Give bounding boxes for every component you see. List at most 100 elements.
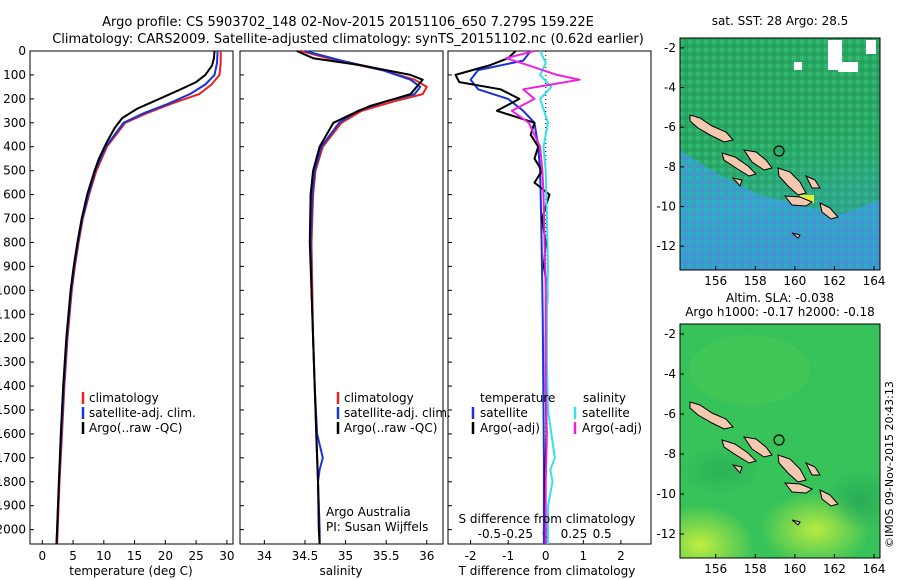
y-tick-label: 0 [18,44,26,58]
x-tick-label: 10 [96,549,111,563]
y-tick-label: 1900 [0,499,26,513]
y-tick-label: 2000 [0,523,26,537]
legend-label-s-satellite: satellite [582,406,630,420]
map-y-tick-label: -12 [656,527,676,541]
temperature-legend: climatology satellite-adj. clim. Argo(..… [81,391,196,435]
sla-map-title: Altim. SLA: -0.038 [726,291,834,305]
map-y-tick-label: -4 [664,367,676,381]
panel-1-series [296,50,428,545]
x-tick-label: 20 [158,549,173,563]
y-tick-label: 900 [3,259,26,273]
panel-0-series [55,50,222,545]
x-tick-label: 34.5 [292,549,319,563]
series-line-temperature-satellite [469,50,545,544]
legend-label-satellite: satellite-adj. clim. [89,406,196,420]
x2-tick-label: 0.25 [561,527,588,541]
series-line-argo-raw-qc- [55,50,216,545]
map-x-tick-label: 158 [744,562,767,576]
salinity-panel-frame [239,50,444,545]
y-tick-label: 700 [3,212,26,226]
x-tick-label: 35.5 [373,549,400,563]
panel-1-axes: 34 34.5 35 35.5 36 [240,50,434,563]
series-line-satellite-adj-clim- [304,50,422,544]
legend-label-t-satellite: satellite [480,406,528,420]
argo-location-marker-sla [773,434,785,446]
sst-warm-spot [800,195,814,203]
solomon-islands-sst [689,114,839,239]
salinity-xlabel: salinity [319,564,362,578]
argo-location-marker-sst [773,145,785,157]
map-y-tick-label: -8 [664,160,676,174]
series-layer [55,50,581,545]
series-line-argo-raw-qc- [296,50,424,545]
y-tick-label: 1200 [0,331,26,345]
org-label: Argo Australia [326,505,411,519]
y-tick-label: 1100 [0,307,26,321]
x-tick-label: 35 [338,549,353,563]
map-y-tick-label: -10 [656,200,676,214]
x-tick-label: 25 [188,549,203,563]
difference-legend: temperature salinity satellite Argo(-adj… [471,391,642,435]
legend-title-temperature: temperature [480,391,555,405]
figure-title-line1: Argo profile: CS 5903702_148 02-Nov-2015… [102,15,594,30]
y-tick-label: 500 [3,164,26,178]
map-x-tick-label: 160 [783,274,806,288]
x-tick-label: 1 [580,549,588,563]
x-tick-label: 30 [219,549,234,563]
credit-text: ©IMOS 09-Nov-2015 20:43:13 [883,381,896,548]
y-tick-label: 300 [3,116,26,130]
y-tick-label: 1000 [0,283,26,297]
y-tick-label: 200 [3,92,26,106]
map-x-tick-label: 162 [823,274,846,288]
map-y-tick-label: -8 [664,447,676,461]
map-y-tick-label: -2 [664,41,676,55]
map-x-tick-label: 156 [704,562,727,576]
map-y-tick-label: -12 [656,239,676,253]
s-difference-xlabel: S difference from climatology [459,512,636,526]
y-tick-label: 1500 [0,403,26,417]
y-tick-label: 800 [3,235,26,249]
figure-title-line2: Climatology: CARS2009. Satellite-adjuste… [52,32,644,47]
legend-label-argo: Argo(..raw -QC) [89,421,182,435]
y-tick-label: 600 [3,188,26,202]
map-y-tick-label: -2 [664,327,676,341]
temperature-xlabel: temperature (deg C) [69,564,192,578]
map-axes-layer: 156 158 160 162 164 -2 -4 -6 -8 -10 -12 156 158 160 16… [656,41,885,576]
map-y-tick-label: -6 [664,120,676,134]
legend-label-s-argo: Argo(-adj) [582,421,642,435]
sla-map-subtitle: Argo h1000: -0.17 h2000: -0.18 [685,305,875,319]
salinity-legend: climatology satellite-adj. clim. Argo(..… [326,391,451,534]
series-line-climatology [56,51,222,545]
sst-map: sat. SST: 28 Argo: 28.5 [679,14,881,271]
axes-layer: 0 5 10 15 20 25 300100200300400500600700800900… [0,44,625,563]
map-x-tick-label: 158 [744,274,767,288]
x-tick-label: 0 [38,549,46,563]
x2-tick-label: -0.5 [478,527,501,541]
map-x-tick-label: 164 [863,562,886,576]
legend-title-salinity: salinity [583,391,626,405]
solomon-islands-sla [689,401,839,526]
pi-label: PI: Susan Wijffels [326,520,428,534]
map-3-axes: 156 158 160 162 164 -2 -4 -6 -8 -10 -12 [656,41,885,288]
series-line-satellite-adj-clim- [55,50,219,545]
x-tick-label: 34 [257,549,272,563]
y-tick-label: 100 [3,68,26,82]
legend-label-satellite: satellite-adj. clim. [344,406,451,420]
x-tick-label: 15 [127,549,142,563]
y-tick-label: 1800 [0,475,26,489]
y-tick-label: 1600 [0,427,26,441]
x2-tick-label: -0.25 [502,527,533,541]
temperature-panel-frame [29,50,234,545]
panel-2-series [454,50,581,544]
x-tick-label: 5 [69,549,77,563]
sst-map-frame [679,37,881,271]
x-tick-label: 2 [617,549,625,563]
map-x-tick-label: 162 [823,562,846,576]
series-line-salinity-satellite [539,50,556,544]
y-tick-label: 1400 [0,379,26,393]
sst-map-title: sat. SST: 28 Argo: 28.5 [712,14,849,28]
legend-label-argo: Argo(..raw -QC) [344,421,437,435]
map-y-tick-label: -10 [656,487,676,501]
